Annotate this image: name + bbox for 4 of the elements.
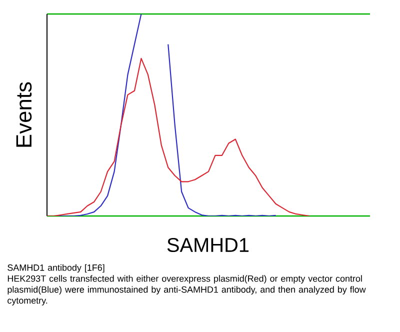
y-axis-title: Events: [16, 82, 32, 147]
text: HEK293T cells transfected with either overexpress plasmid(Red) or empty vector control plasmid(Blue) were immunostained by anti-SAMHD1 antibody, and then analyzed by flow cytometry.: [8, 275, 366, 306]
text: SAMHD1 antibody [1F6]: [8, 264, 104, 273]
x-axis-title: SAMHD1: [167, 238, 249, 252]
